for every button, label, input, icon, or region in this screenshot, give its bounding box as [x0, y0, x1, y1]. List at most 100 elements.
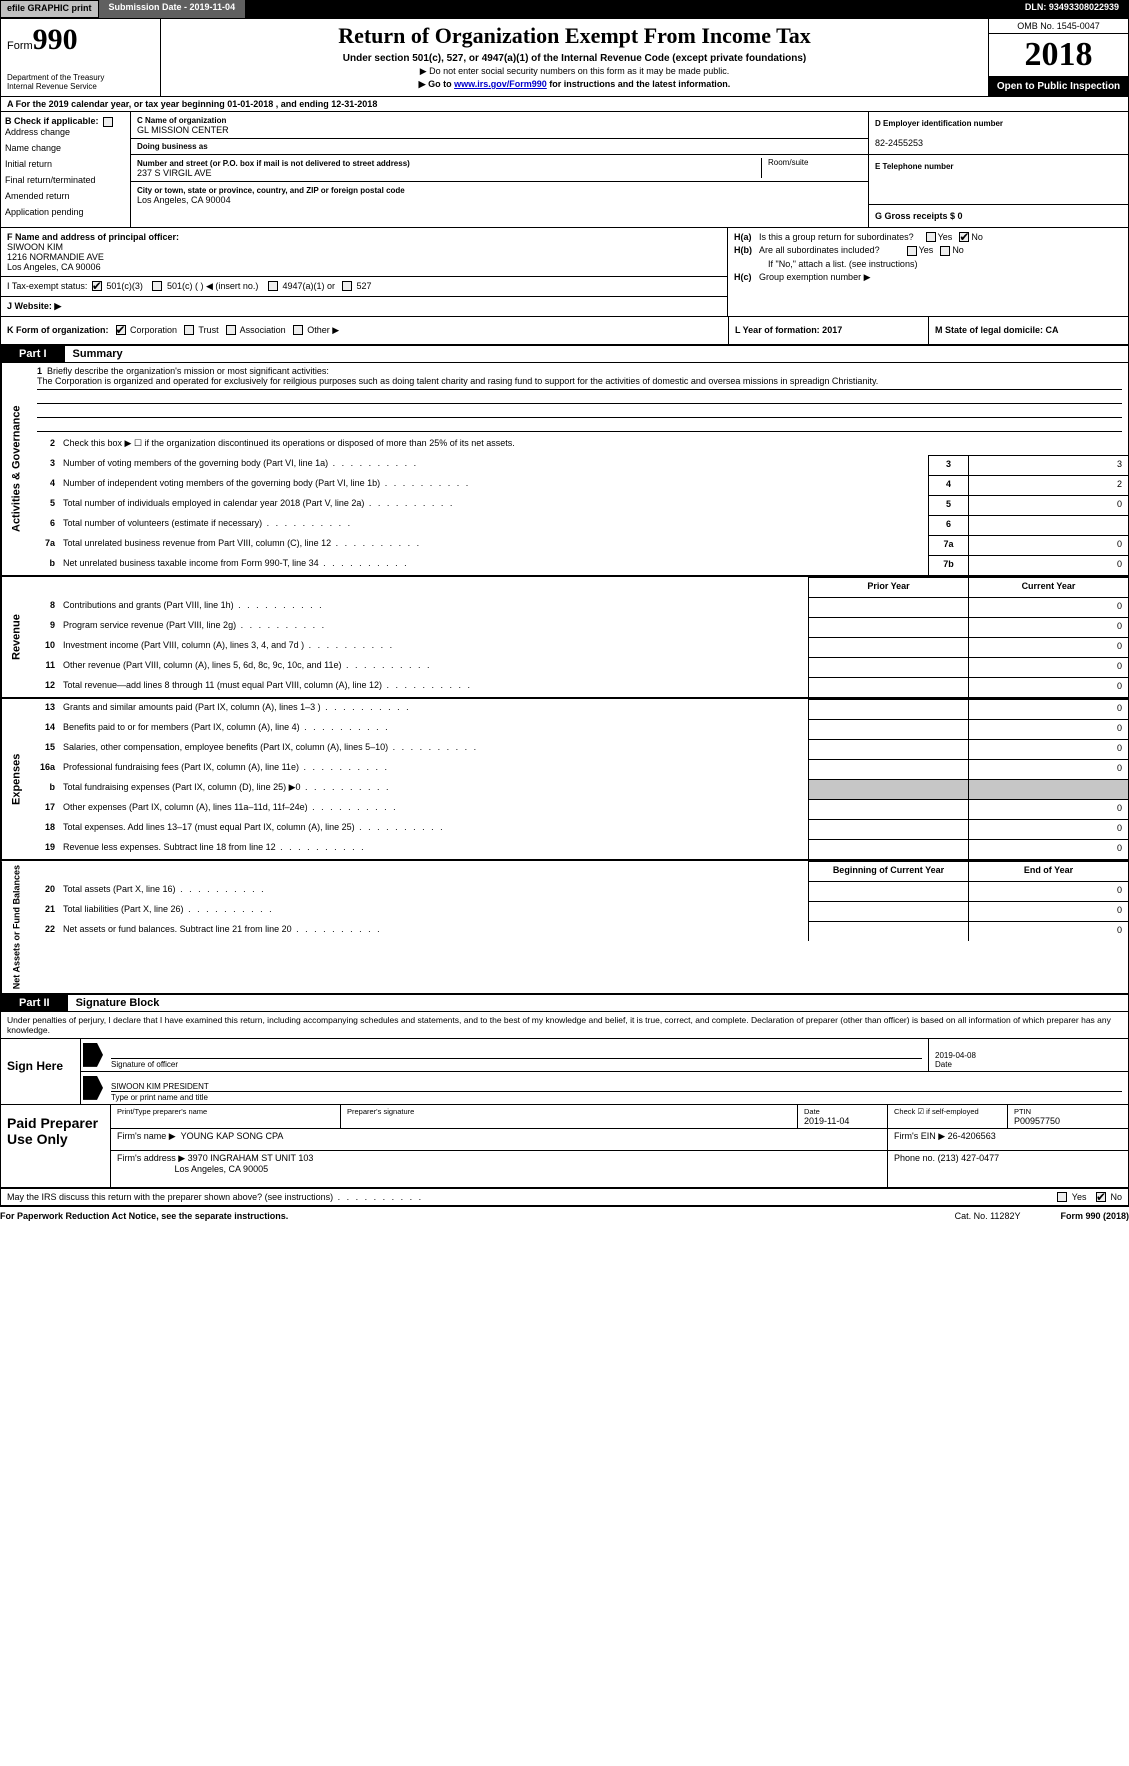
- checkbox-527[interactable]: [342, 281, 352, 291]
- omb-number: OMB No. 1545-0047: [989, 19, 1128, 34]
- row-box: 6: [928, 515, 968, 535]
- line2-row: 2 Check this box ▶ ☐ if the organization…: [31, 435, 1128, 455]
- k-form-org: K Form of organization: Corporation Trus…: [1, 317, 728, 344]
- f-label: F Name and address of principal officer:: [7, 232, 179, 242]
- discuss-yes-checkbox[interactable]: [1057, 1192, 1067, 1202]
- row-value: 0: [968, 495, 1128, 515]
- current-value: 0: [968, 739, 1128, 759]
- end-year-header: End of Year: [968, 861, 1128, 881]
- row-num: 20: [31, 881, 59, 901]
- row-num: 10: [31, 637, 59, 657]
- goto-pre: ▶ Go to: [419, 79, 454, 89]
- row-desc: Other revenue (Part VIII, column (A), li…: [59, 657, 808, 677]
- hb-yes-checkbox[interactable]: [907, 246, 917, 256]
- addr-label: Number and street (or P.O. box if mail i…: [137, 159, 410, 168]
- row-desc: Number of voting members of the governin…: [59, 455, 928, 475]
- ha-label: H(a): [734, 232, 752, 242]
- check-amended: Amended return: [5, 191, 126, 201]
- preparer-header-row: Print/Type preparer's name Preparer's si…: [111, 1105, 1128, 1129]
- sidebar-revenue: Revenue: [1, 577, 31, 697]
- row-num: 13: [31, 699, 59, 719]
- sec-b-right: D Employer identification number 82-2455…: [868, 112, 1128, 227]
- dba-label: Doing business as: [137, 142, 208, 151]
- ha-text: Is this a group return for subordinates?: [759, 232, 914, 242]
- check-name-change: Name change: [5, 143, 126, 153]
- efile-label: efile GRAPHIC print: [0, 0, 99, 18]
- row-desc: Total unrelated business revenue from Pa…: [59, 535, 928, 555]
- begin-year-header: Beginning of Current Year: [808, 861, 968, 881]
- dba-cell: Doing business as: [131, 139, 868, 155]
- discuss-answers: Yes No: [1055, 1192, 1122, 1203]
- part2-header: Part II Signature Block: [1, 995, 1128, 1012]
- tax-exempt-row: I Tax-exempt status: 501(c)(3) 501(c) ( …: [1, 277, 727, 297]
- ha-no-checkbox[interactable]: [959, 232, 969, 242]
- ha-yes-checkbox[interactable]: [926, 232, 936, 242]
- org-name-cell: C Name of organization GL MISSION CENTER: [131, 112, 868, 139]
- row-num: 12: [31, 677, 59, 697]
- hb-no-checkbox[interactable]: [940, 246, 950, 256]
- section-b-thru-g: B Check if applicable: Address change Na…: [1, 112, 1128, 228]
- street-address: 237 S VIRGIL AVE: [137, 168, 212, 178]
- summary-row: 15Salaries, other compensation, employee…: [31, 739, 1128, 759]
- ptin-label: PTIN: [1014, 1107, 1122, 1116]
- prior-value: [808, 699, 968, 719]
- summary-row: 17Other expenses (Part IX, column (A), l…: [31, 799, 1128, 819]
- checkbox-501c[interactable]: [152, 281, 162, 291]
- k-corp-checkbox[interactable]: [116, 325, 126, 335]
- i-label: I Tax-exempt status:: [7, 281, 87, 291]
- firm-phone-label: Phone no.: [894, 1153, 935, 1163]
- k-trust-checkbox[interactable]: [184, 325, 194, 335]
- row-num: 11: [31, 657, 59, 677]
- principal-officer-row: F Name and address of principal officer:…: [1, 228, 727, 277]
- row-num: 16a: [31, 759, 59, 779]
- hb-row: H(b) Are all subordinates included? Yes …: [734, 245, 1122, 256]
- prep-sig-label: Preparer's signature: [347, 1107, 791, 1116]
- summary-row: 21Total liabilities (Part X, line 26)0: [31, 901, 1128, 921]
- prior-value: [808, 759, 968, 779]
- current-year-header: Current Year: [968, 577, 1128, 597]
- checkbox-4947[interactable]: [268, 281, 278, 291]
- discuss-no: No: [1110, 1192, 1122, 1202]
- submission-date: Submission Date - 2019-11-04: [99, 0, 246, 18]
- line1-label: Briefly describe the organization's miss…: [47, 366, 329, 376]
- activities-row: 5Total number of individuals employed in…: [31, 495, 1128, 515]
- ha-yes: Yes: [938, 232, 953, 242]
- header-mid: Return of Organization Exempt From Incom…: [161, 19, 988, 96]
- discuss-no-checkbox[interactable]: [1096, 1192, 1106, 1202]
- header-sub2: ▶ Do not enter social security numbers o…: [169, 66, 980, 77]
- check-address-change: Address change: [5, 127, 126, 137]
- officer-addr2: Los Angeles, CA 90006: [7, 262, 101, 272]
- checkbox-501c3[interactable]: [92, 281, 102, 291]
- mission-text: The Corporation is organized and operate…: [37, 376, 1122, 390]
- discuss-yes: Yes: [1072, 1192, 1087, 1202]
- activities-body: 1 Briefly describe the organization's mi…: [31, 363, 1128, 575]
- k-assoc-checkbox[interactable]: [226, 325, 236, 335]
- checkbox-icon[interactable]: [103, 117, 113, 127]
- sidebar-netassets: Net Assets or Fund Balances: [1, 861, 31, 993]
- street-cell: Number and street (or P.O. box if mail i…: [131, 155, 868, 182]
- main-frame: Form990 Department of the Treasury Inter…: [0, 18, 1129, 1207]
- prior-value: [808, 839, 968, 859]
- sec-lm: L Year of formation: 2017 M State of leg…: [728, 317, 1128, 344]
- row-desc: Total assets (Part X, line 16): [59, 881, 808, 901]
- tax-year: 2018: [989, 34, 1128, 77]
- sign-line-1: Signature of officer 2019-04-08 Date: [81, 1039, 1128, 1072]
- prior-value: [808, 921, 968, 941]
- row-desc: Total revenue—add lines 8 through 11 (mu…: [59, 677, 808, 697]
- revenue-header-row: Prior Year Current Year: [31, 577, 1128, 597]
- prep-date-label: Date: [804, 1107, 881, 1116]
- check-pending: Application pending: [5, 207, 126, 217]
- hb-text: Are all subordinates included?: [759, 245, 880, 255]
- check-final-return: Final return/terminated: [5, 175, 126, 185]
- row-num: 5: [31, 495, 59, 515]
- prior-value: [808, 739, 968, 759]
- catalog-number: Cat. No. 11282Y: [915, 1211, 1061, 1221]
- mission-blank1: [37, 390, 1122, 404]
- current-value: [968, 779, 1128, 799]
- b-header: B Check if applicable:: [5, 116, 126, 127]
- row-box: 7b: [928, 555, 968, 575]
- form990-link[interactable]: www.irs.gov/Form990: [454, 79, 547, 89]
- prior-value: [808, 597, 968, 617]
- k-other-checkbox[interactable]: [293, 325, 303, 335]
- summary-row: 8Contributions and grants (Part VIII, li…: [31, 597, 1128, 617]
